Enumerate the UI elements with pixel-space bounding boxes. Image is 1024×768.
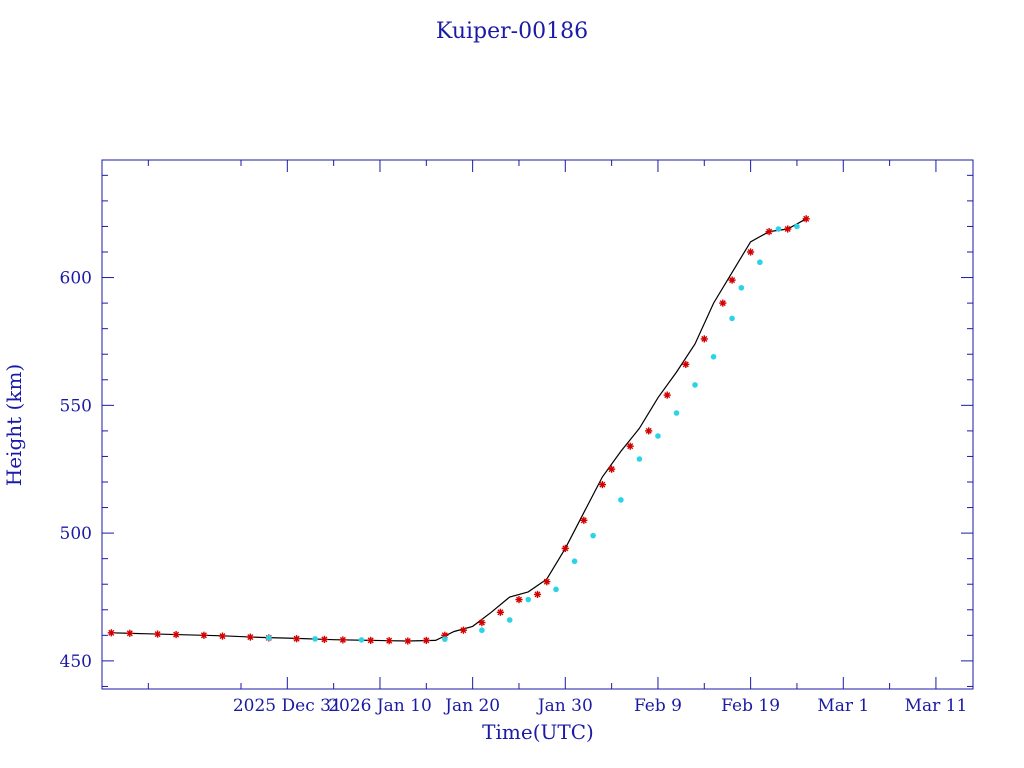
data-point-red: [580, 516, 588, 524]
y-axis-label: Height (km): [2, 364, 26, 486]
data-point-red: [607, 465, 616, 473]
data-point-cyan: [738, 284, 745, 291]
data-point-red: [663, 391, 671, 399]
y-tick-label: 500: [60, 524, 92, 544]
data-point-red: [784, 225, 792, 233]
x-tick-label: Jan 30: [536, 696, 593, 716]
minor-ticks: [102, 160, 973, 689]
data-point-red: [478, 618, 486, 627]
data-point-cyan: [636, 456, 643, 462]
data-point-red: [626, 442, 634, 450]
x-tick-label: 2026 Jan 10: [328, 696, 432, 716]
plot-frame: [101, 159, 974, 690]
data-point-red: [496, 608, 504, 616]
data-point-cyan: [479, 627, 485, 634]
data-point-cyan: [729, 315, 735, 322]
data-point-cyan: [265, 635, 272, 641]
data-point-red: [543, 578, 551, 586]
data-point-red: [172, 630, 180, 639]
data-point-red: [561, 544, 569, 553]
x-tick-label: Mar 1: [817, 696, 869, 716]
data-point-red: [126, 629, 134, 637]
data-point-cyan: [525, 596, 532, 603]
data-point-cyan: [655, 433, 661, 439]
data-point-red: [320, 635, 328, 644]
data-series: [107, 215, 810, 645]
data-point-red: [728, 276, 736, 284]
data-point-cyan: [442, 636, 448, 642]
data-point-cyan: [590, 532, 596, 539]
data-point-red: [598, 481, 607, 489]
y-tick-label: 600: [60, 269, 92, 289]
x-tick-label: Jan 20: [443, 696, 500, 716]
data-point-red: [700, 335, 708, 343]
data-point-red: [765, 228, 773, 236]
data-point-red: [293, 635, 301, 643]
x-tick-label: Feb 19: [721, 696, 780, 716]
data-point-red: [515, 595, 523, 604]
data-point-red: [404, 637, 412, 645]
data-point-cyan: [775, 226, 782, 232]
data-point-cyan: [673, 410, 680, 416]
data-point-red: [385, 637, 393, 645]
data-point-red: [246, 633, 254, 641]
data-point-red: [154, 630, 162, 638]
data-point-cyan: [571, 558, 578, 565]
data-point-red: [802, 215, 810, 223]
data-point-cyan: [757, 259, 763, 266]
chart-title: Kuiper-00186: [436, 19, 588, 44]
data-point-cyan: [358, 637, 365, 643]
data-point-red: [367, 636, 375, 645]
data-point-red: [645, 427, 653, 435]
data-point-red: [218, 632, 227, 640]
series-line: [111, 218, 807, 642]
data-point-red: [682, 360, 690, 368]
x-tick-label: Feb 9: [634, 696, 682, 716]
data-point-red: [200, 631, 208, 639]
data-point-cyan: [312, 636, 318, 642]
x-tick-label: 2025 Dec 31: [233, 696, 342, 716]
data-point-red: [107, 629, 115, 637]
data-point-red: [533, 590, 542, 599]
data-point-red: [459, 626, 467, 634]
x-tick-label: Mar 11: [905, 696, 968, 716]
data-point-red: [339, 636, 347, 644]
y-tick-label: 450: [60, 652, 92, 672]
data-point-cyan: [553, 586, 559, 593]
y-axis-ticks: 450 500 550 600: [60, 269, 973, 672]
data-point-cyan: [692, 382, 698, 388]
x-axis-label: Time(UTC): [482, 720, 594, 744]
data-point-red: [746, 248, 755, 256]
data-point-red: [719, 299, 727, 307]
data-point-cyan: [618, 497, 624, 503]
data-point-cyan: [710, 353, 717, 360]
data-point-cyan: [794, 223, 800, 230]
data-point-cyan: [506, 617, 513, 623]
data-point-red: [422, 636, 430, 645]
y-tick-label: 550: [60, 396, 92, 416]
